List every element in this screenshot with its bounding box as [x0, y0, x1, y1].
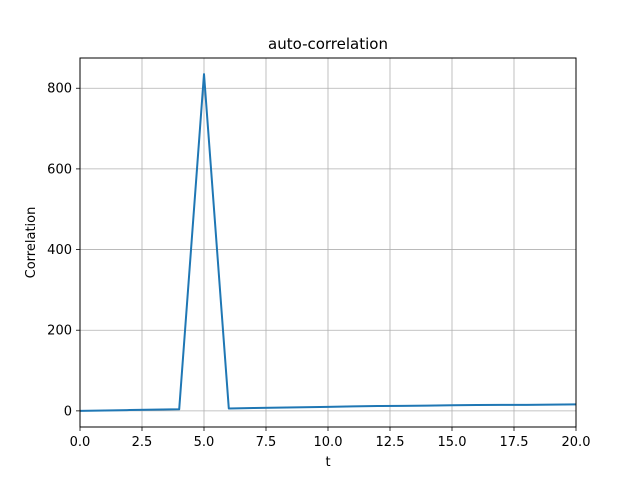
plot-area	[79, 73, 577, 412]
x-tick-label: 20.0	[562, 435, 591, 450]
y-tick-label: 0	[64, 404, 72, 419]
y-tick-label: 800	[47, 82, 72, 97]
series-line	[79, 73, 577, 412]
y-axis: 0 200 400 600 800	[47, 82, 80, 419]
y-tick-label: 200	[47, 324, 72, 339]
x-tick-label: 5.0	[194, 435, 215, 450]
y-tick-label: 400	[47, 243, 72, 258]
x-tick-label: 2.5	[132, 435, 153, 450]
x-tick-label: 12.5	[376, 435, 405, 450]
x-tick-label: 0.0	[70, 435, 91, 450]
x-tick-label: 17.5	[500, 435, 529, 450]
x-tick-label: 15.0	[438, 435, 467, 450]
x-axis: 0.0 2.5 5.0 7.5 10.0 12.5 15.0 17.5 20.0	[70, 427, 591, 450]
y-axis-label: Correlation	[24, 207, 39, 279]
x-axis-label: t	[325, 455, 330, 470]
x-tick-label: 7.5	[256, 435, 277, 450]
y-tick-label: 600	[47, 162, 72, 177]
x-tick-label: 10.0	[314, 435, 343, 450]
grid	[79, 58, 577, 427]
chart-title: auto-correlation	[268, 35, 388, 53]
